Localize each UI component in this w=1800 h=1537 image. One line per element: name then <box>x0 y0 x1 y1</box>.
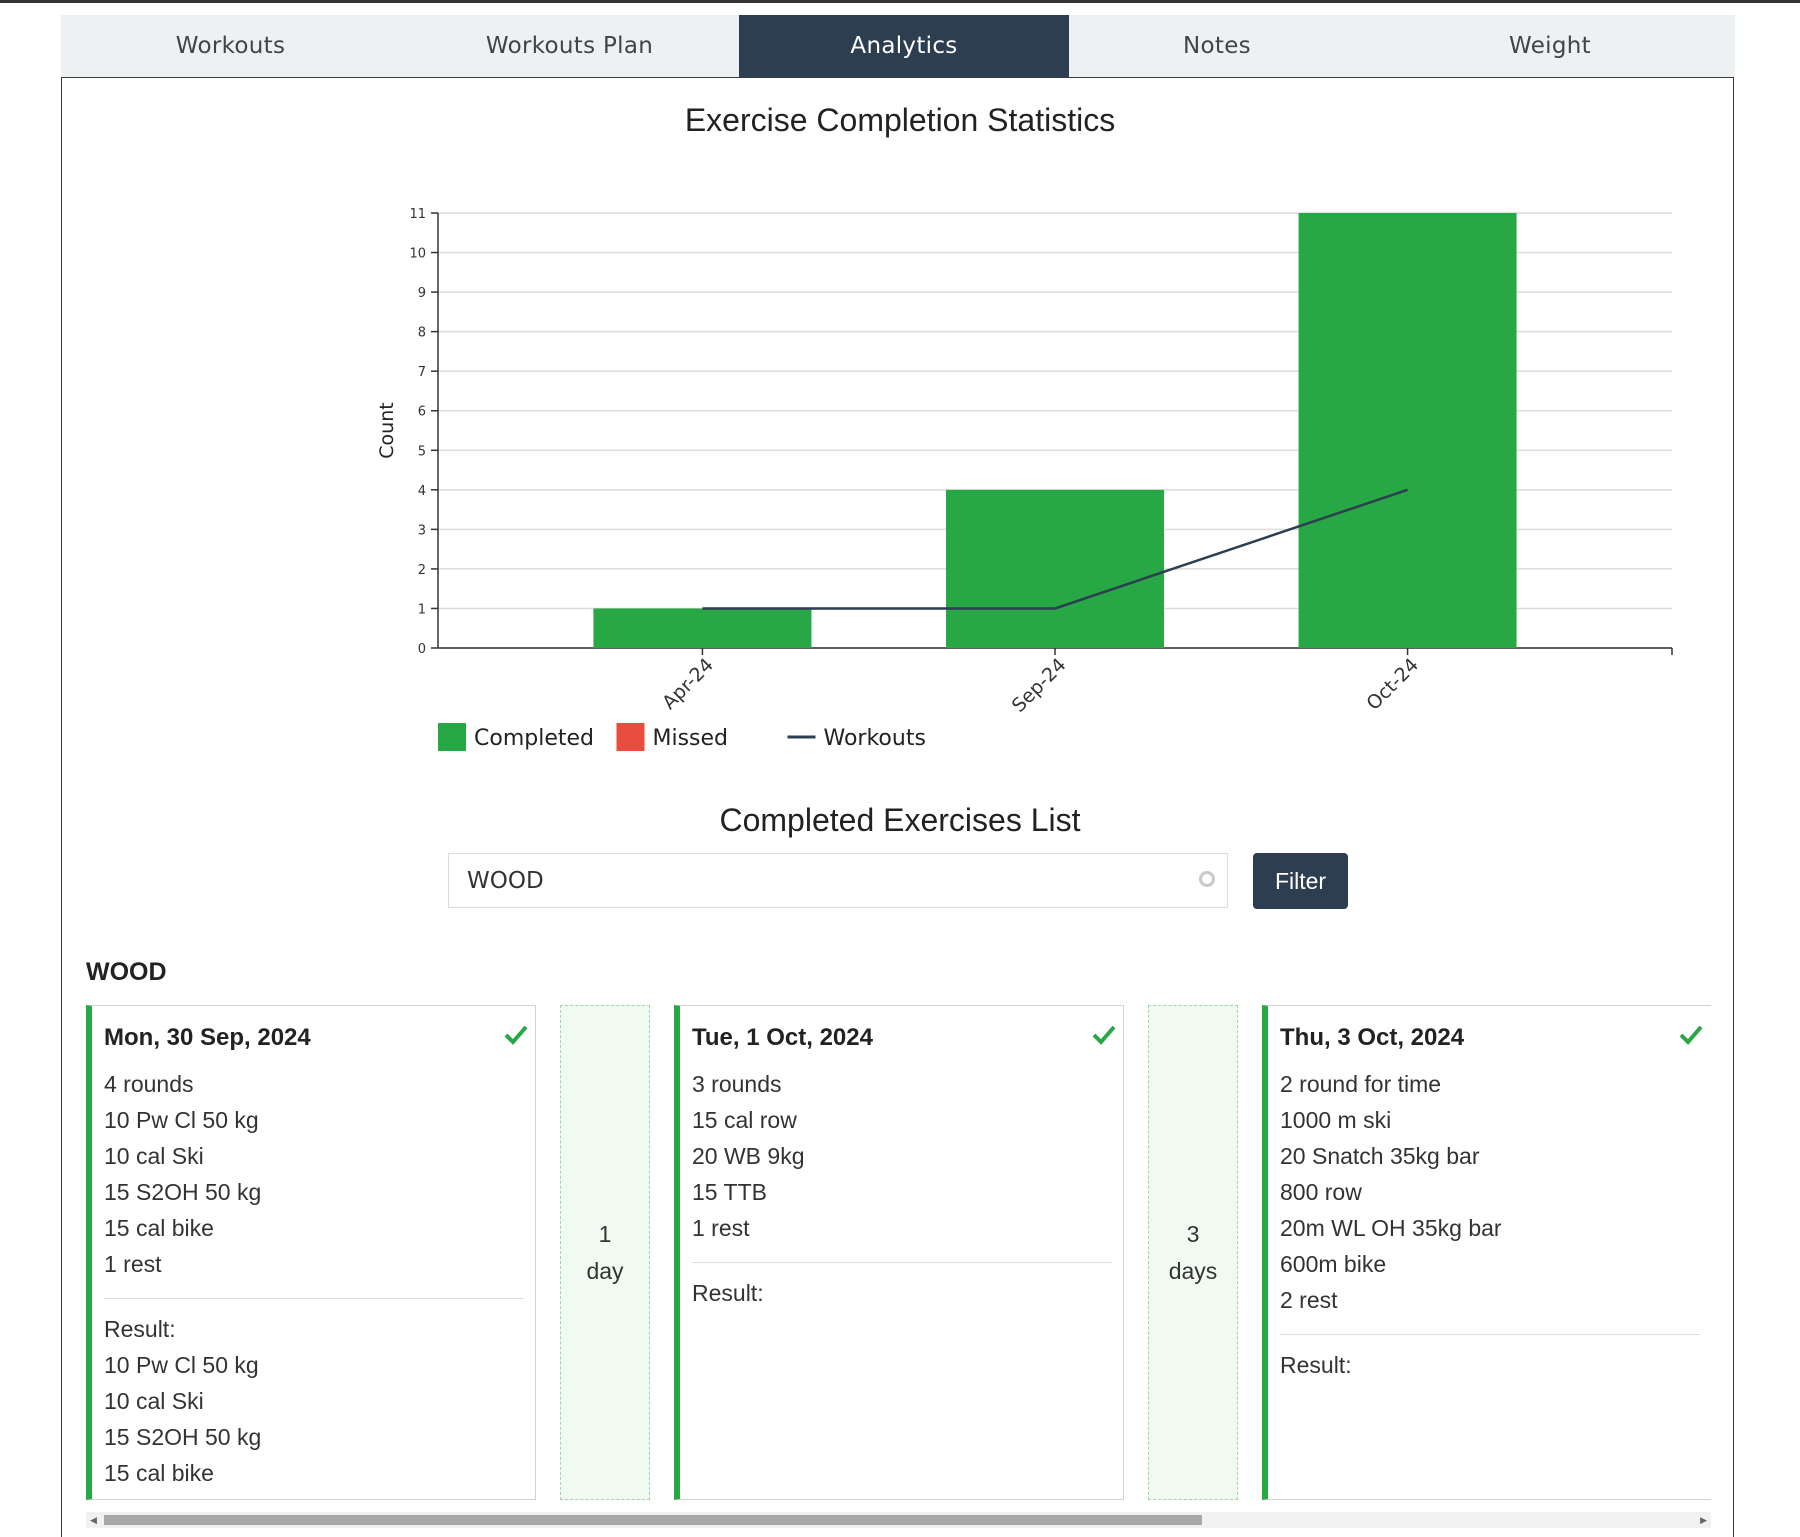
result-label: Result: <box>1280 1352 1352 1378</box>
tab-workouts[interactable]: Workouts <box>175 33 286 59</box>
horizontal-scrollbar[interactable]: ◀ ▶ <box>86 1512 1711 1528</box>
y-tick-label: 7 <box>418 365 426 380</box>
exercise-line: 10 cal Ski <box>104 1143 204 1169</box>
exercise-line: 2 rest <box>1280 1287 1338 1313</box>
tab-bar: Workouts Workouts Plan Analytics Notes W… <box>61 15 1735 77</box>
y-tick-label: 2 <box>418 563 426 578</box>
x-tick-label: Apr-24 <box>658 654 718 714</box>
y-tick-label: 8 <box>418 326 426 341</box>
legend-label: Workouts <box>824 726 926 751</box>
exercise-line: 800 row <box>1280 1179 1362 1205</box>
group-title: WOOD <box>86 958 167 986</box>
y-tick-label: 11 <box>409 207 426 222</box>
analytics-panel <box>61 77 1734 1537</box>
filter-box <box>448 853 1228 908</box>
divider <box>1280 1334 1700 1335</box>
scroll-left-icon[interactable]: ◀ <box>90 1516 97 1526</box>
check-icon <box>1679 1025 1703 1045</box>
x-tick-label: Sep-24 <box>1008 654 1071 717</box>
gap-unit: days <box>1168 1257 1218 1284</box>
line-workouts <box>702 488 1408 610</box>
exercise-line: 1 rest <box>692 1215 750 1241</box>
gap-number: 3 <box>1186 1220 1200 1247</box>
exercise-line: 20 Snatch 35kg bar <box>1280 1143 1480 1169</box>
exercise-line: 15 TTB <box>692 1179 767 1205</box>
exercise-line: 1 rest <box>104 1251 162 1277</box>
clear-icon[interactable] <box>1199 871 1215 887</box>
exercise-line: 20 WB 9kg <box>692 1143 805 1169</box>
y-axis-label: Count <box>376 402 398 458</box>
exercise-line: 3 rounds <box>692 1071 782 1097</box>
card-date: Mon, 30 Sep, 2024 <box>104 1024 311 1051</box>
exercise-line: 10 Pw Cl 50 kg <box>104 1107 259 1133</box>
y-tick-label: 0 <box>418 642 426 657</box>
result-label: Result: <box>692 1280 764 1306</box>
result-label: Result: <box>104 1316 176 1342</box>
y-tick-label: 3 <box>418 523 426 538</box>
scroll-right-icon[interactable]: ▶ <box>1700 1516 1707 1526</box>
bar-completed <box>593 608 812 648</box>
exercise-line: 600m bike <box>1280 1251 1387 1277</box>
exercise-line: 15 cal bike <box>104 1215 214 1241</box>
legend-swatch <box>616 723 645 751</box>
y-tick-label: 5 <box>418 444 426 459</box>
tab-workouts-plan[interactable]: Workouts Plan <box>485 33 654 59</box>
legend-label: Completed <box>474 726 594 751</box>
scroll-thumb[interactable] <box>104 1515 1202 1525</box>
check-icon <box>1092 1025 1116 1045</box>
filter-button[interactable]: Filter <box>1253 853 1348 909</box>
exercise-line: 2 round for time <box>1280 1071 1442 1097</box>
workout-card[interactable]: Thu, 3 Oct, 2024 2 round for time 1000 m… <box>1262 1005 1711 1500</box>
tab-analytics[interactable]: Analytics <box>739 15 1069 77</box>
gap-unit: day <box>586 1257 624 1284</box>
workout-card[interactable]: Tue, 1 Oct, 2024 3 rounds 15 cal row 20 … <box>674 1005 1124 1500</box>
exercise-line: 15 S2OH 50 kg <box>104 1179 262 1205</box>
y-tick-label: 4 <box>418 484 426 499</box>
exercise-line: 4 rounds <box>104 1071 194 1097</box>
bar-completed <box>1298 213 1517 648</box>
completion-chart: 0 1 2 3 4 5 6 7 8 9 10 11 Count Apr-24 Sep-24 Oct-24 Com… <box>376 207 1673 751</box>
check-icon <box>504 1025 528 1045</box>
y-tick-label: 10 <box>409 247 426 262</box>
gap-number: 1 <box>598 1220 612 1247</box>
exercise-line: 20m WL OH 35kg bar <box>1280 1215 1502 1241</box>
bar-completed <box>946 489 1164 648</box>
x-tick-label: Oct-24 <box>1362 654 1423 715</box>
tab-weight[interactable]: Weight <box>1509 33 1591 59</box>
divider <box>104 1298 524 1299</box>
y-tick-label: 6 <box>418 405 426 420</box>
result-line: 10 cal Ski <box>104 1388 204 1414</box>
list-title: Completed Exercises List <box>719 802 1081 838</box>
card-date: Thu, 3 Oct, 2024 <box>1280 1024 1465 1051</box>
chart-title: Exercise Completion Statistics <box>684 102 1116 138</box>
y-tick-label: 1 <box>418 602 426 617</box>
divider <box>692 1262 1112 1263</box>
exercise-line: 15 cal row <box>692 1107 797 1133</box>
result-line: 15 S2OH 50 kg <box>104 1424 262 1450</box>
tab-notes[interactable]: Notes <box>1183 33 1251 59</box>
card-date: Tue, 1 Oct, 2024 <box>692 1024 873 1051</box>
result-line: 10 Pw Cl 50 kg <box>104 1352 259 1378</box>
exercise-line: 1000 m ski <box>1280 1107 1392 1133</box>
day-gap: 3 days <box>1148 1005 1238 1500</box>
workout-card[interactable]: Mon, 30 Sep, 2024 4 rounds 10 Pw Cl 50 k… <box>86 1005 536 1500</box>
top-border <box>0 0 1800 3</box>
legend-label: Missed <box>653 726 729 751</box>
y-tick-label: 9 <box>418 286 426 301</box>
day-gap: 1 day <box>560 1005 650 1500</box>
legend-swatch <box>438 723 466 751</box>
result-line: 15 cal bike <box>104 1460 214 1486</box>
filter-input[interactable] <box>467 854 1167 907</box>
